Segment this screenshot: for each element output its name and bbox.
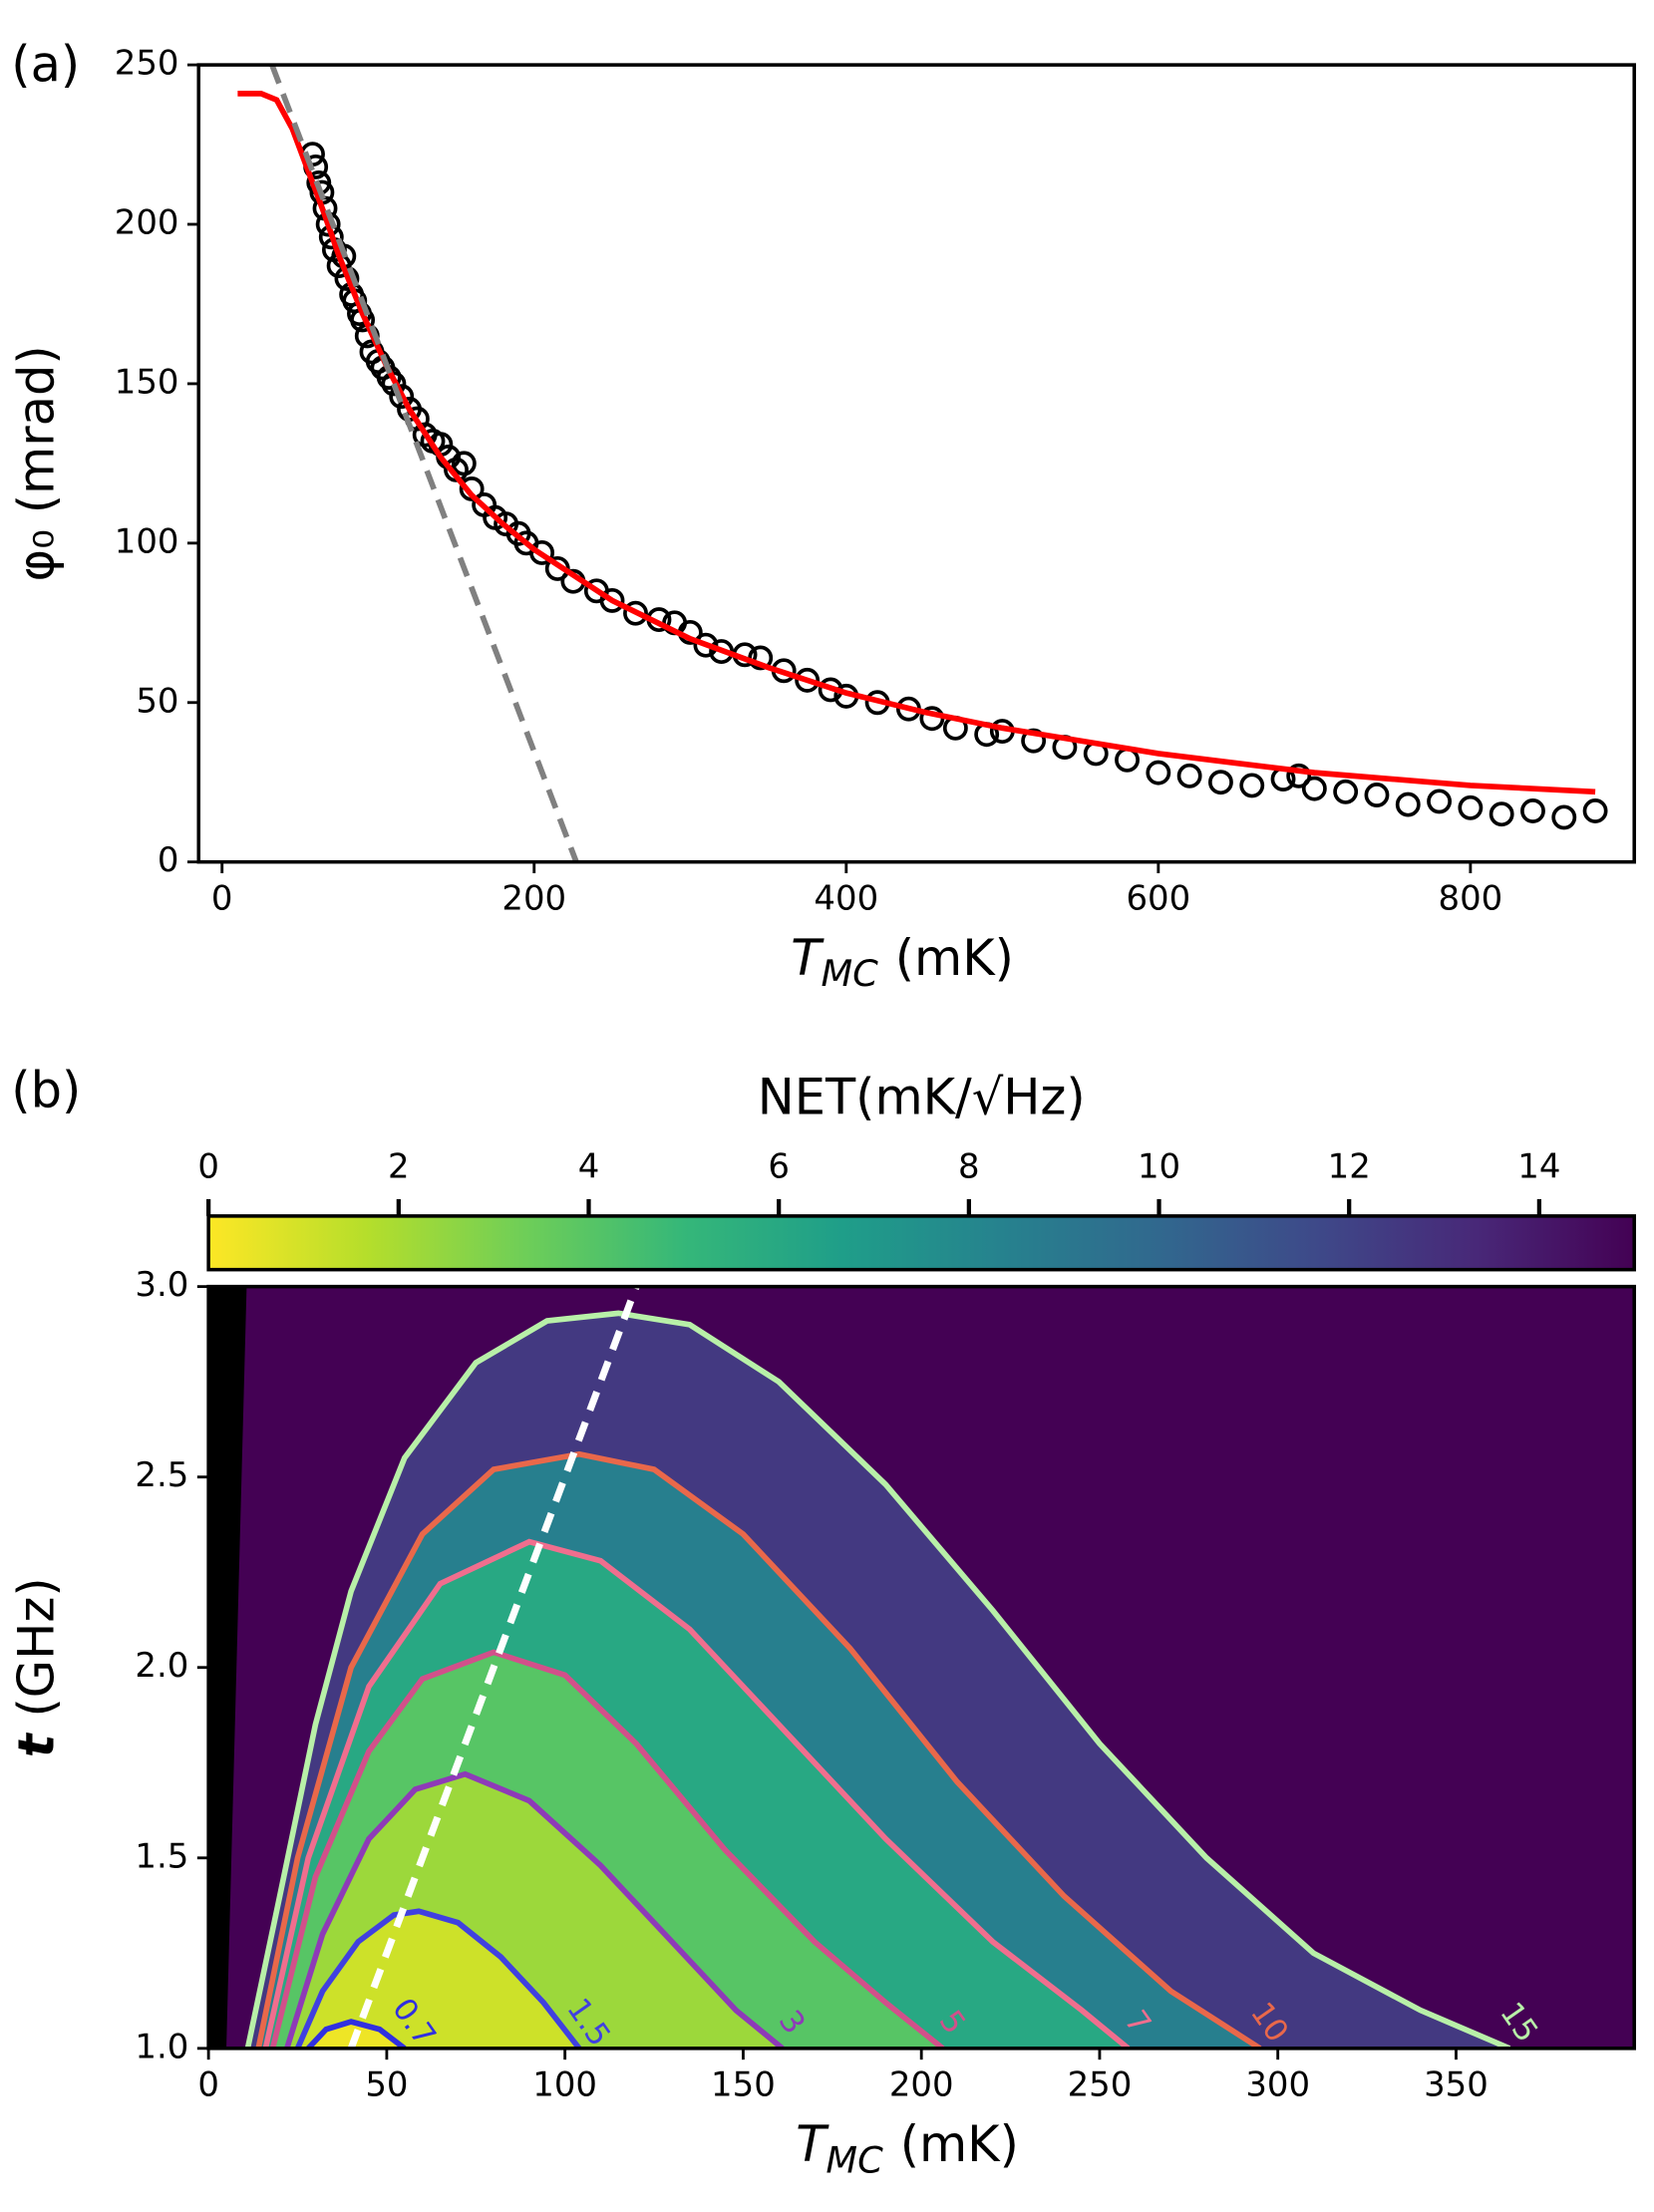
data-point	[1395, 791, 1421, 817]
y-axis-title: φ₀ (mrad)	[8, 345, 66, 581]
y-tick-label: 1.5	[135, 1837, 188, 1876]
y-tick-label: 50	[136, 682, 178, 721]
contour-line	[244, 1310, 1511, 2049]
data-point	[459, 476, 485, 501]
panel-label: (b)	[11, 1061, 81, 1118]
colorbar-tick-label: 6	[768, 1147, 790, 1186]
data-point	[1333, 779, 1359, 804]
y-tick-label: 2.0	[135, 1647, 188, 1686]
data-point	[1582, 798, 1608, 823]
colorbar-tick-label: 2	[388, 1147, 410, 1186]
data-point	[623, 600, 648, 626]
x-tick-label: 800	[1439, 879, 1503, 918]
y-tick-label: 2.5	[135, 1456, 188, 1495]
x-tick-label: 200	[889, 2066, 954, 2105]
colorbar-label: NET(mK/√Hz)	[758, 1068, 1086, 1125]
data-point	[1520, 798, 1545, 823]
x-axis-unit: (mK)	[895, 929, 1014, 987]
colorbar-tick-label: 0	[197, 1147, 219, 1186]
data-point	[1286, 763, 1312, 789]
dashed-line	[269, 65, 579, 862]
x-tick-label: 400	[814, 879, 878, 918]
x-tick-label: 250	[1068, 2066, 1133, 2105]
y-axis-label: φ₀ (mrad)	[8, 345, 66, 581]
data-point	[381, 371, 407, 397]
x-tick-label: 0	[211, 879, 233, 918]
y-axis-unit: (GHz)	[8, 1577, 66, 1717]
contour-line	[262, 1538, 1131, 2049]
data-point	[795, 667, 821, 693]
y-tick-label: 3.0	[135, 1266, 188, 1305]
data-point	[1115, 747, 1140, 773]
x-tick-label: 50	[365, 2066, 408, 2105]
x-tick-label: 200	[501, 879, 566, 918]
colorbar-tick-label: 14	[1517, 1147, 1560, 1186]
x-axis-symbol: T	[796, 2115, 829, 2173]
contour-fill	[297, 1911, 579, 2049]
contour-line	[269, 1649, 945, 2049]
data-point	[389, 384, 415, 410]
contour-line	[284, 1770, 785, 2049]
data-point	[1239, 773, 1265, 798]
colorbar-tick-label: 4	[578, 1147, 600, 1186]
y-tick-label: 1.0	[135, 2028, 188, 2066]
colorbar	[206, 1214, 1636, 1272]
x-tick-label: 600	[1126, 879, 1190, 918]
x-axis-unit: (mK)	[900, 2115, 1019, 2173]
y-axis-label: t (GHz)	[8, 1577, 66, 1757]
data-point	[1301, 776, 1327, 801]
data-point	[1176, 763, 1202, 789]
x-axis-label: TMC (mK)	[796, 2115, 1019, 2181]
data-point	[451, 451, 477, 476]
y-tick-label: 150	[115, 363, 179, 402]
data-point	[1551, 804, 1577, 830]
plot-area	[237, 65, 1608, 862]
panel-label: (a)	[11, 35, 80, 93]
data-point	[693, 632, 719, 658]
y-tick-label: 250	[115, 45, 179, 84]
y-tick-label: 200	[115, 203, 179, 242]
colorbar-tick-label: 8	[958, 1147, 980, 1186]
x-axis-label: TMC (mK)	[791, 929, 1014, 995]
colorbar-tick-label: 10	[1138, 1147, 1180, 1186]
x-axis-subscript: MC	[826, 2138, 883, 2181]
data-point	[1489, 801, 1514, 827]
data-point	[529, 539, 555, 565]
x-tick-label: 300	[1245, 2066, 1310, 2105]
fit-line	[237, 91, 1596, 795]
x-tick-label: 100	[532, 2066, 597, 2105]
data-point	[1021, 728, 1047, 754]
plot-area	[208, 1286, 1635, 2049]
x-tick-label: 0	[197, 2066, 219, 2105]
data-point	[1146, 760, 1171, 786]
data-point	[1427, 789, 1453, 814]
masked-region	[208, 1286, 247, 2049]
x-axis-subscript: MC	[821, 952, 878, 995]
x-tick-label: 150	[711, 2066, 776, 2105]
data-point	[1458, 794, 1484, 820]
guide-line	[347, 1286, 640, 2049]
data-point	[599, 587, 625, 613]
contour-line	[294, 1908, 582, 2049]
data-point	[1364, 783, 1390, 807]
contour-line	[306, 2019, 407, 2049]
y-tick-label: 100	[115, 522, 179, 561]
colorbar-tick-label: 12	[1328, 1147, 1371, 1186]
x-tick-label: 350	[1424, 2066, 1489, 2105]
x-axis-symbol: T	[791, 929, 825, 987]
axes-frame	[196, 63, 1636, 864]
y-tick-label: 0	[158, 841, 179, 880]
data-point	[1208, 770, 1233, 795]
contour-line	[255, 1450, 1262, 2049]
y-axis-title: t	[8, 1732, 66, 1757]
